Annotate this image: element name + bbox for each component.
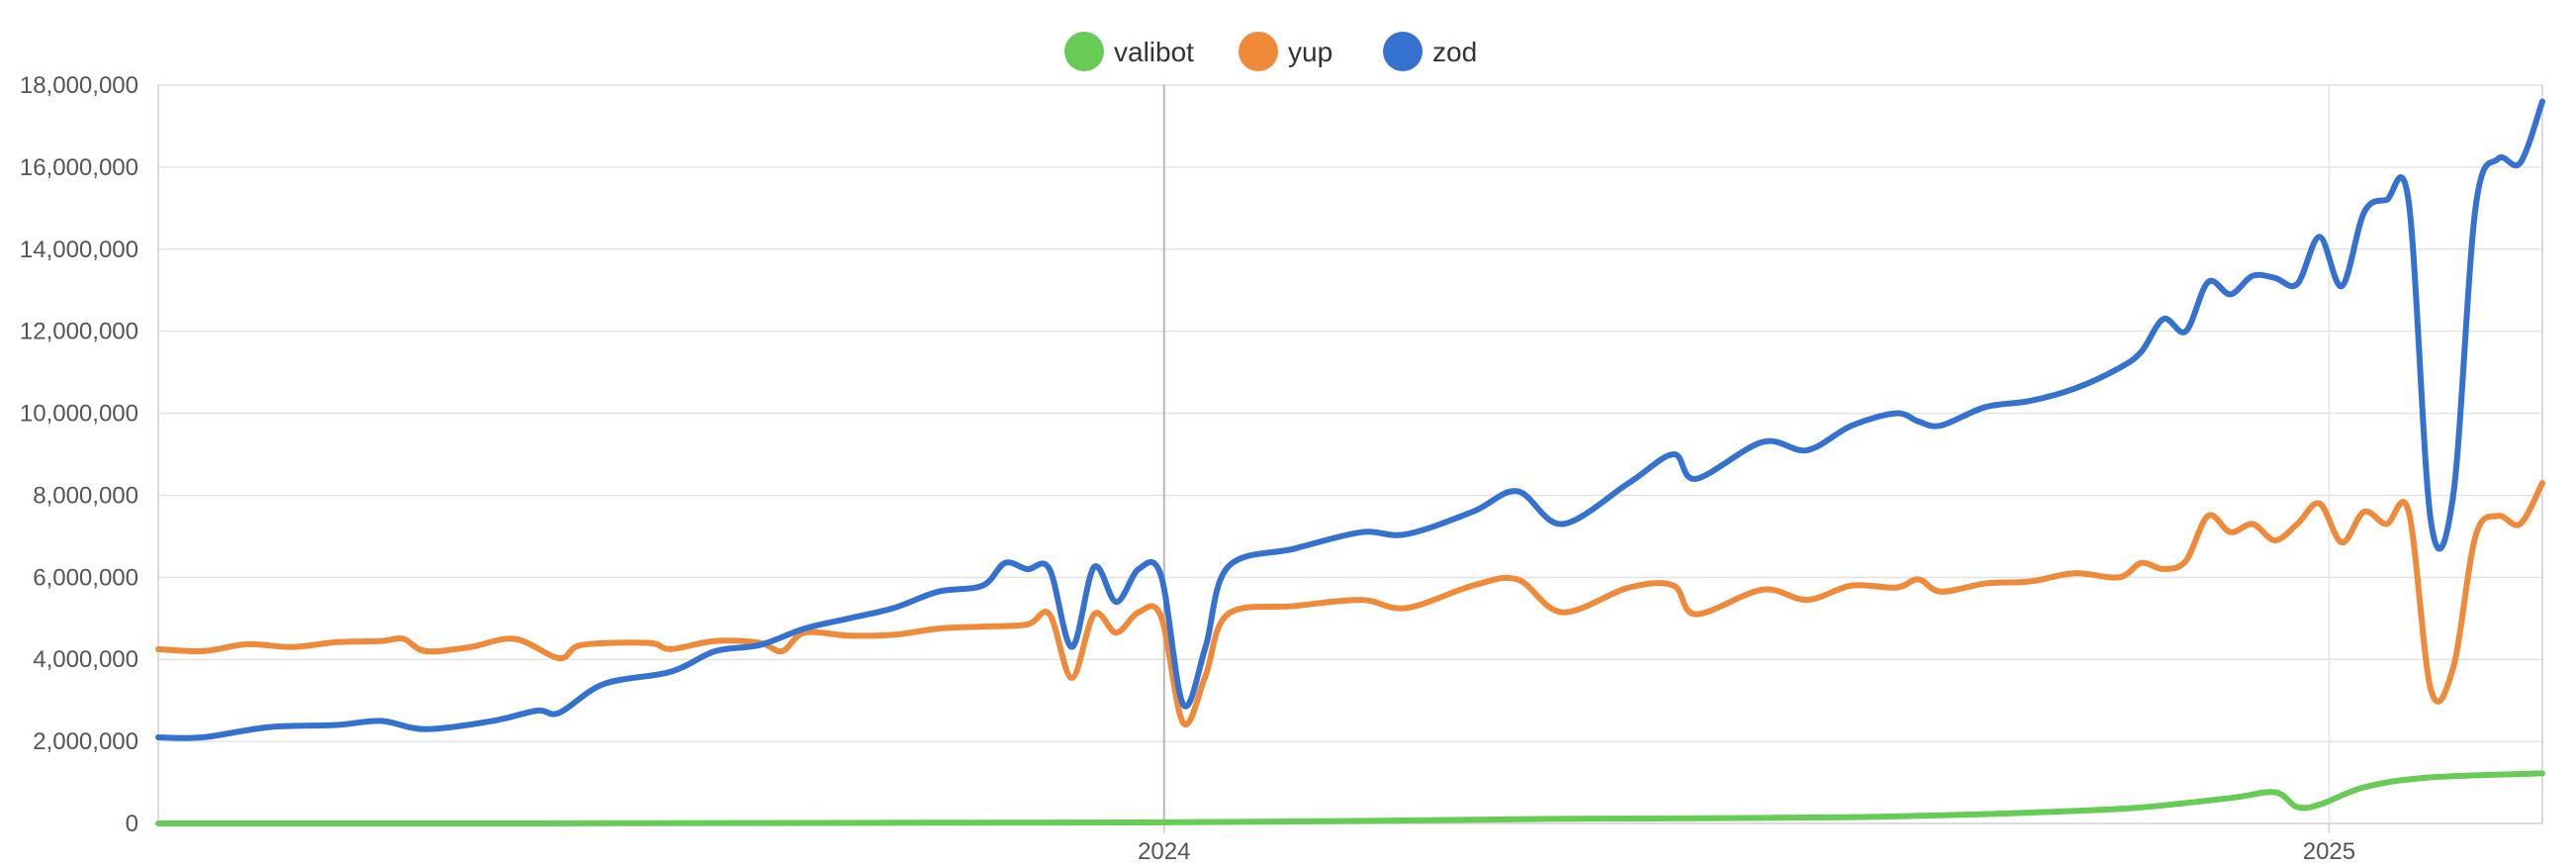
legend-swatch [1383, 32, 1423, 71]
legend-item-yup[interactable]: yup [1239, 32, 1333, 71]
legend-label: valibot [1114, 37, 1194, 67]
y-tick-label: 16,000,000 [20, 154, 138, 181]
y-tick-label: 12,000,000 [20, 319, 138, 345]
series-line-valibot [155, 770, 2545, 827]
y-tick-label: 4,000,000 [33, 646, 138, 673]
legend-item-valibot[interactable]: valibot [1064, 32, 1194, 71]
series-line-zod [155, 98, 2545, 741]
legend-label: yup [1288, 37, 1333, 67]
x-tick-label: 2025 [2303, 838, 2355, 865]
y-tick-label: 14,000,000 [20, 237, 138, 263]
series-layer [155, 98, 2545, 827]
y-tick-label: 0 [126, 811, 138, 837]
series-line-yup [155, 480, 2545, 728]
legend-item-zod[interactable]: zod [1383, 32, 1477, 71]
y-tick-label: 2,000,000 [33, 728, 138, 755]
legend-swatch [1064, 32, 1104, 71]
axis-layer: 0 2,000,000 4,000,000 6,000,000 8,000,000 10,… [20, 72, 2355, 865]
legend-label: zod [1432, 37, 1477, 67]
legend: valibot yup zod [1064, 32, 1477, 71]
x-tick-label: 2024 [1138, 838, 1190, 865]
y-tick-label: 6,000,000 [33, 564, 138, 591]
y-tick-label: 10,000,000 [20, 401, 138, 428]
y-tick-label: 8,000,000 [33, 482, 138, 509]
legend-swatch [1239, 32, 1278, 71]
y-tick-label: 18,000,000 [20, 72, 138, 99]
